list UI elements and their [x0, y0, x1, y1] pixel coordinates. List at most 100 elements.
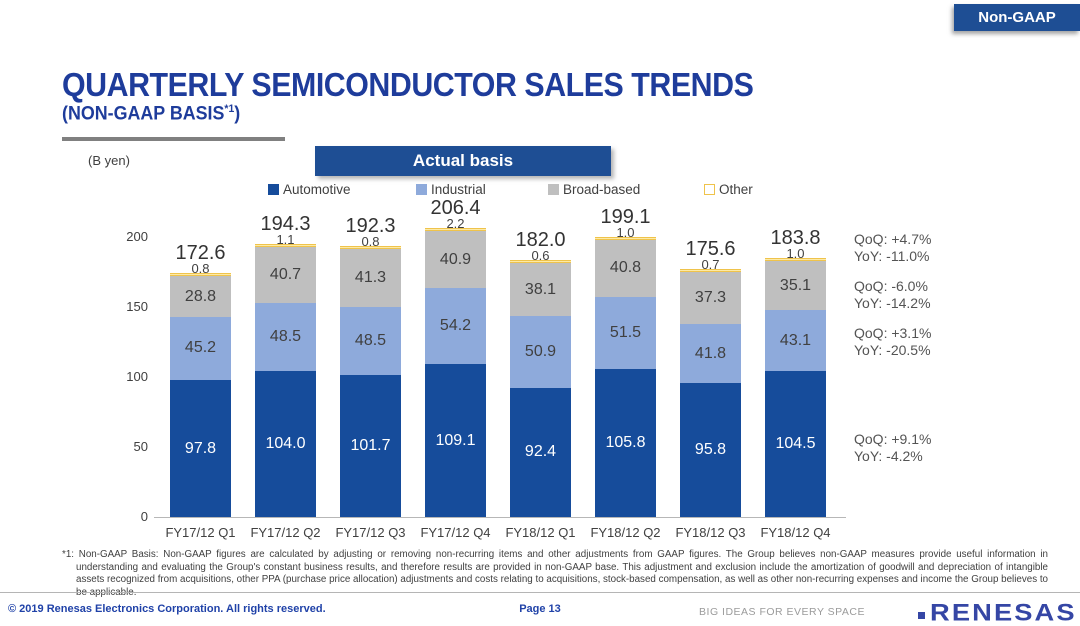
page-number: Page 13 [519, 603, 561, 615]
value-label: 92.4 [524, 443, 557, 461]
brand-tagline: BIG IDEAS FOR EVERY SPACE [699, 606, 865, 618]
value-label: 40.8 [609, 259, 642, 277]
legend-swatch-icon [704, 184, 715, 195]
total-label: 175.6 [685, 238, 736, 261]
value-label-other: 0.8 [191, 261, 210, 277]
bar-segment-industrial: 50.9 [510, 316, 571, 388]
value-label: 54.2 [439, 317, 472, 335]
value-label: 45.2 [184, 339, 217, 357]
bar-segment-automotive: 104.0 [255, 371, 316, 517]
category-label: FY17/12 Q2 [250, 524, 321, 540]
page-subtitle: (NON-GAAP BASIS*1) [62, 103, 240, 125]
y-tick-label: 50 [133, 439, 148, 454]
bar-segment-other [595, 236, 656, 240]
bar-segment-other [340, 245, 401, 249]
logo-wordmark: RENESAS [930, 598, 1077, 626]
bar-segment-broad-based: 37.3 [680, 272, 741, 325]
value-label: 41.8 [694, 344, 727, 362]
total-label: 182.0 [515, 229, 566, 252]
bar-segment-broad-based: 35.1 [765, 261, 826, 311]
bar-segment-broad-based: 38.1 [510, 263, 571, 317]
value-label: 48.5 [269, 328, 302, 346]
category-label: FY18/12 Q4 [760, 524, 831, 540]
bar-fy18-12-q2: 40.8 51.5 105.8 1.0 199.1 FY18/12 Q2 [590, 206, 660, 540]
total-label: 206.4 [430, 197, 481, 220]
category-label: FY17/12 Q4 [420, 524, 491, 540]
bar-segment-other [425, 228, 486, 232]
value-label: 104.5 [775, 434, 816, 452]
value-label: 38.1 [524, 280, 557, 298]
value-label-other: 1.0 [616, 224, 635, 240]
value-label: 48.5 [354, 331, 387, 349]
value-label: 109.1 [435, 431, 476, 449]
annotation-line: QoQ: +3.1% [854, 325, 932, 341]
value-label: 43.1 [779, 331, 812, 349]
qoq-yoy-annotation: QoQ: +9.1% YoY: -4.2% [854, 431, 931, 465]
annotation-line: QoQ: +9.1% [854, 431, 932, 447]
bar-fy17-12-q1: 28.8 45.2 97.8 0.8 172.6 FY17/12 Q1 [165, 242, 235, 540]
value-label: 101.7 [350, 436, 391, 454]
bar-segment-automotive: 109.1 [425, 364, 486, 517]
non-gaap-badge: Non-GAAP [954, 4, 1080, 31]
legend-label: Other [719, 182, 753, 197]
value-label: 105.8 [605, 433, 646, 451]
bar-segment-automotive: 105.8 [595, 368, 656, 517]
bar-segment-other [680, 269, 741, 273]
copyright-text: © 2019 Renesas Electronics Corporation. … [8, 603, 326, 615]
annotation-line: QoQ: +4.7% [854, 231, 932, 247]
page-title: QUARTERLY SEMICONDUCTOR SALES TRENDS [62, 66, 754, 103]
bar-segment-industrial: 48.5 [340, 306, 401, 375]
value-label: 104.0 [265, 435, 306, 453]
value-label: 35.1 [779, 276, 812, 294]
legend-label: Broad-based [563, 182, 641, 197]
value-label: 97.8 [184, 439, 217, 457]
total-label: 194.3 [260, 212, 311, 235]
value-label-other: 1.1 [276, 231, 295, 247]
annotation-line: QoQ: -6.0% [854, 278, 928, 294]
value-label-other: 0.7 [701, 257, 720, 273]
bar-segment-broad-based: 41.3 [340, 248, 401, 307]
y-tick-label: 100 [126, 369, 148, 384]
bar-segment-broad-based: 28.8 [170, 276, 231, 317]
bar-segment-broad-based: 40.8 [595, 239, 656, 297]
category-label: FY17/12 Q1 [165, 524, 236, 540]
bar-segment-automotive: 95.8 [680, 382, 741, 517]
value-label: 40.7 [269, 266, 302, 283]
category-label: FY18/12 Q3 [675, 524, 746, 540]
y-axis-unit-label: (B yen) [88, 153, 130, 168]
bar-segment-automotive: 92.4 [510, 387, 571, 517]
total-label: 199.1 [600, 205, 651, 228]
bar-segment-industrial: 54.2 [425, 288, 486, 365]
legend-swatch-icon [416, 184, 427, 195]
annotation-line: YoY: -11.0% [854, 248, 930, 264]
bar-segment-other [765, 258, 826, 262]
bar-fy18-12-q1: 38.1 50.9 92.4 0.6 182.0 FY18/12 Q1 [505, 229, 575, 540]
value-label-other: 0.6 [531, 248, 550, 264]
value-label: 37.3 [694, 289, 727, 307]
value-label: 50.9 [524, 342, 557, 360]
legend-item-broad-based: Broad-based [548, 182, 640, 197]
bar-segment-automotive: 101.7 [340, 374, 401, 517]
legend-label: Automotive [283, 182, 351, 197]
bar-segment-industrial: 48.5 [255, 303, 316, 372]
legend-swatch-icon [268, 184, 279, 195]
bar-fy17-12-q2: 40.7 48.5 104.0 1.1 194.3 FY17/12 Q2 [250, 213, 320, 540]
value-label: 51.5 [609, 323, 642, 341]
subtitle-footnote-ref: *1 [224, 103, 235, 115]
bar-segment-broad-based: 40.9 [425, 231, 486, 289]
bar-segment-broad-based: 40.7 [255, 246, 316, 304]
category-label: FY18/12 Q1 [505, 524, 576, 540]
value-label-other: 2.2 [446, 216, 465, 232]
total-label: 183.8 [770, 227, 821, 250]
bar-segment-industrial: 41.8 [680, 324, 741, 383]
bar-segment-automotive: 97.8 [170, 380, 231, 517]
bar-fy17-12-q3: 41.3 48.5 101.7 0.8 192.3 FY17/12 Q3 [335, 215, 405, 540]
bar-segment-automotive: 104.5 [765, 370, 826, 517]
bar-segment-other [170, 273, 231, 277]
legend-item-automotive: Automotive [268, 182, 351, 197]
annotation-line: YoY: -20.5% [854, 342, 931, 358]
y-tick-label: 200 [126, 229, 148, 244]
y-tick-label: 0 [140, 509, 148, 524]
bar-fy17-12-q4: 40.9 54.2 109.1 2.2 206.4 FY17/12 Q4 [420, 197, 490, 540]
